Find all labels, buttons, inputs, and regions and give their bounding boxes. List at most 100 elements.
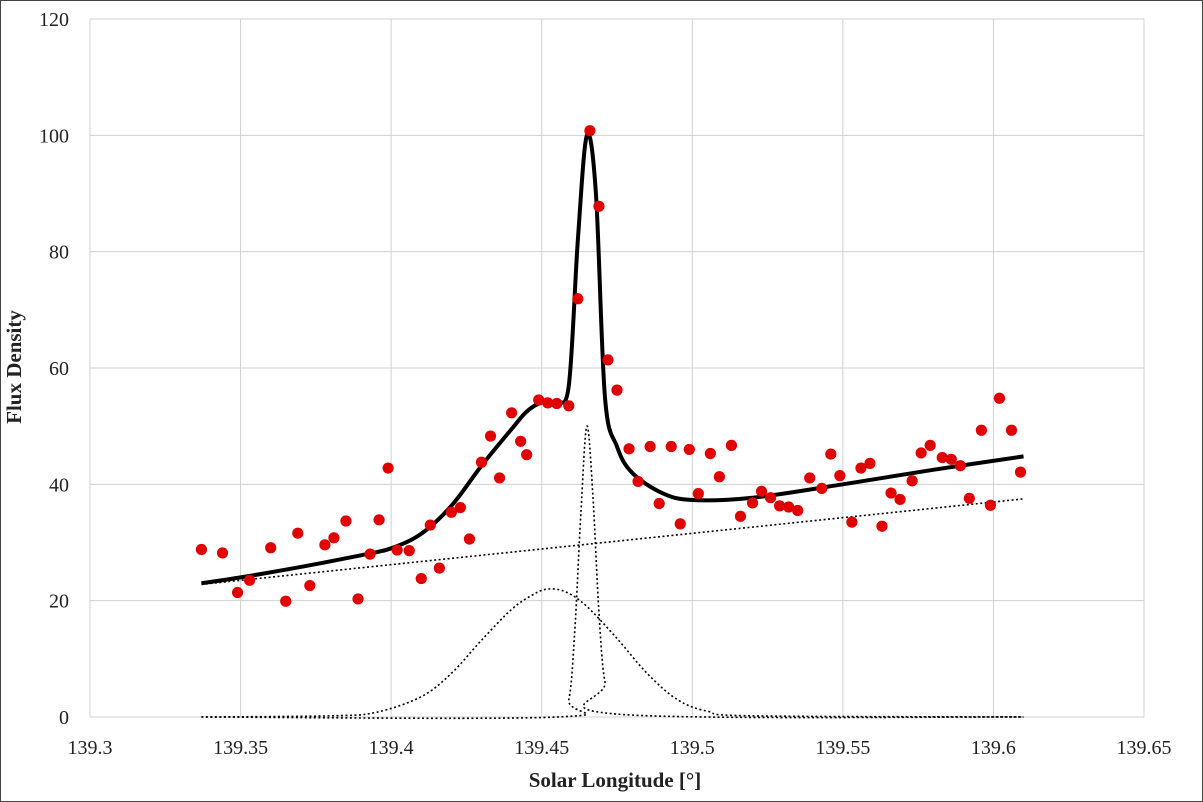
data-point [593, 200, 605, 212]
data-point [834, 470, 846, 482]
fit-components [201, 425, 1024, 720]
data-point [915, 447, 927, 459]
data-point [572, 293, 584, 305]
data-point [352, 593, 364, 605]
data-point [340, 515, 352, 527]
x-tick-labels: 139.3 139.35 139.4 139.45 139.5 139.55 139.6 13… [68, 737, 1172, 759]
data-point [816, 482, 828, 495]
data-point [364, 548, 376, 560]
data-point [674, 518, 686, 530]
baseline-fit-line [201, 498, 1024, 586]
data-point [963, 492, 975, 504]
data-point [319, 539, 331, 551]
data-point [521, 449, 533, 461]
data-point [894, 493, 906, 506]
data-point [704, 447, 716, 460]
data-point [515, 435, 527, 447]
data-point [551, 397, 563, 410]
data-point [611, 384, 623, 396]
data-point [463, 533, 476, 545]
data-point [855, 462, 867, 474]
x-tick-label: 139.55 [815, 737, 870, 759]
data-point [231, 586, 244, 599]
data-point [484, 430, 497, 442]
data-point [713, 471, 725, 483]
data-point [864, 457, 876, 469]
data-point [1014, 466, 1027, 478]
data-point [195, 543, 208, 556]
data-point [415, 572, 427, 585]
data-point [373, 514, 385, 526]
data-point [216, 547, 229, 559]
data-point [945, 453, 957, 465]
narrow-component-line [201, 425, 1024, 720]
x-tick-label: 139.65 [1117, 737, 1172, 759]
grid [89, 18, 1145, 718]
data-point [876, 520, 888, 532]
data-point [533, 394, 545, 406]
data-point [1005, 424, 1018, 436]
data-point [984, 499, 997, 511]
data-point [280, 595, 292, 607]
data-point [885, 487, 897, 499]
x-tick-label: 139.4 [369, 737, 414, 759]
data-point [734, 510, 747, 522]
data-point [454, 502, 467, 514]
y-tick-label: 20 [49, 591, 69, 613]
y-tick-labels: 0 20 40 60 80 100 120 [39, 9, 69, 729]
data-point [244, 574, 256, 586]
data-point [653, 497, 665, 510]
data-point [304, 579, 316, 592]
data-point [936, 451, 948, 464]
data-point [265, 542, 277, 554]
total-fit-line [201, 131, 1024, 586]
data-point [542, 397, 554, 409]
x-tick-label: 139.5 [670, 737, 715, 759]
x-tick-label: 139.6 [971, 737, 1016, 759]
data-point [993, 392, 1006, 404]
data-point [433, 562, 445, 574]
data-point [683, 443, 695, 456]
y-axis-title: Flux Density [2, 310, 26, 424]
fit-curve [201, 131, 1024, 586]
data-point [975, 424, 987, 436]
data-point [846, 516, 858, 528]
data-point [475, 456, 488, 468]
x-tick-label: 139.35 [213, 737, 268, 759]
y-tick-label: 0 [59, 707, 69, 729]
data-point [391, 544, 403, 556]
data-point [584, 125, 596, 137]
y-tick-label: 40 [49, 474, 69, 496]
data-point [783, 501, 795, 513]
data-point [403, 545, 415, 557]
data-point [954, 460, 966, 472]
data-point [755, 485, 768, 497]
data-point [644, 440, 656, 453]
data-point [665, 440, 677, 453]
data-point [493, 472, 506, 484]
data-point [445, 506, 457, 518]
data-point [774, 500, 786, 512]
data-point [804, 472, 816, 484]
data-point [563, 400, 575, 412]
data-point [764, 492, 777, 504]
data-point [424, 519, 436, 531]
data-point [746, 497, 759, 509]
y-tick-label: 120 [39, 9, 69, 31]
data-point [692, 488, 704, 500]
data-point [328, 532, 340, 544]
data-point [924, 439, 936, 451]
data-point [725, 439, 738, 451]
x-tick-label: 139.45 [514, 737, 569, 759]
data-point [623, 443, 635, 455]
data-point [602, 354, 614, 366]
data-point [792, 504, 804, 517]
x-tick-label: 139.3 [68, 737, 113, 759]
data-point [506, 407, 518, 419]
data-point [825, 448, 837, 460]
data-points [195, 125, 1027, 607]
data-point [382, 462, 394, 474]
y-tick-label: 80 [49, 242, 69, 264]
